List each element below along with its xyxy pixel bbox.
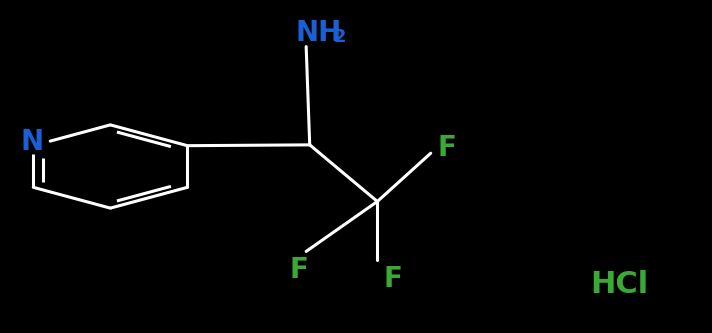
Text: HCl: HCl	[590, 270, 649, 299]
Text: NH: NH	[295, 19, 342, 47]
Text: 2: 2	[334, 28, 347, 46]
Text: F: F	[290, 256, 308, 284]
Text: F: F	[383, 265, 402, 293]
Text: F: F	[438, 134, 457, 162]
Text: N: N	[21, 128, 43, 157]
